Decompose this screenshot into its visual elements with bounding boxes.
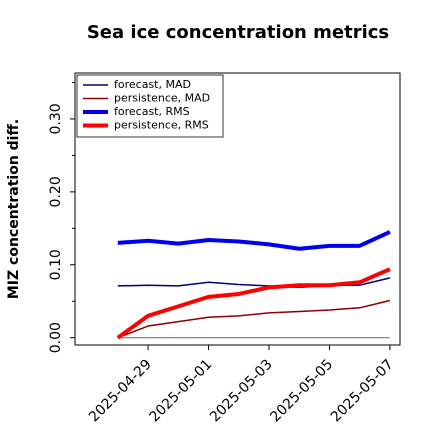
y-tick-label: 0.20 [48,176,64,207]
legend-label: persistence, MAD [114,92,210,105]
series-line [117,299,391,339]
legend-label: forecast, RMS [114,105,190,118]
x-tick-label: 2025-05-07 [328,357,397,426]
series-line [117,230,391,251]
y-tick-label: 0.10 [48,249,64,280]
y-tick-label: 0.30 [48,103,64,134]
x-tick-label: 2025-05-03 [207,357,276,426]
x-tick-label: 2025-05-01 [147,357,216,426]
legend-label: persistence, RMS [114,119,209,132]
legend-label: forecast, MAD [114,78,191,91]
x-tick-label: 2025-05-05 [267,357,336,426]
chart-title: Sea ice concentration metrics [87,22,389,43]
y-axis-label: MIZ concentration diff. [6,119,22,299]
series-line [116,267,391,340]
y-tick-label: 0.00 [48,322,64,353]
x-tick-label: 2025-04-29 [86,357,155,426]
plot-frame [74,72,401,346]
